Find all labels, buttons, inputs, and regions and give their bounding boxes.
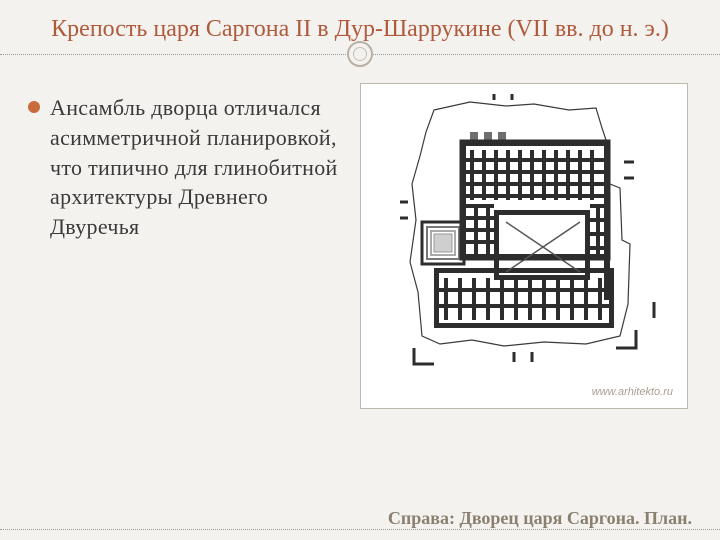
bullet-item: Ансамбль дворца отличался асимметричной …	[28, 93, 338, 241]
figure-frame: www.arhitekto.ru	[360, 83, 688, 409]
palace-plan-icon	[374, 92, 674, 382]
divider-ornament-icon	[347, 41, 373, 67]
content-row: Ансамбль дворца отличался асимметричной …	[0, 83, 720, 409]
figure-column: www.arhitekto.ru	[350, 83, 698, 409]
figure-caption: Справа: Дворец царя Саргона. План.	[0, 498, 720, 529]
bottom-divider	[0, 529, 720, 530]
slide: Крепость царя Саргона II в Дур-Шаррукине…	[0, 0, 720, 540]
bullet-text: Ансамбль дворца отличался асимметричной …	[50, 93, 338, 241]
title-divider	[0, 51, 720, 81]
text-column: Ансамбль дворца отличался асимметричной …	[28, 83, 338, 409]
figure-watermark: www.arhitekto.ru	[592, 386, 673, 398]
bottom-area: Справа: Дворец царя Саргона. План.	[0, 498, 720, 530]
bullet-icon	[28, 101, 40, 113]
